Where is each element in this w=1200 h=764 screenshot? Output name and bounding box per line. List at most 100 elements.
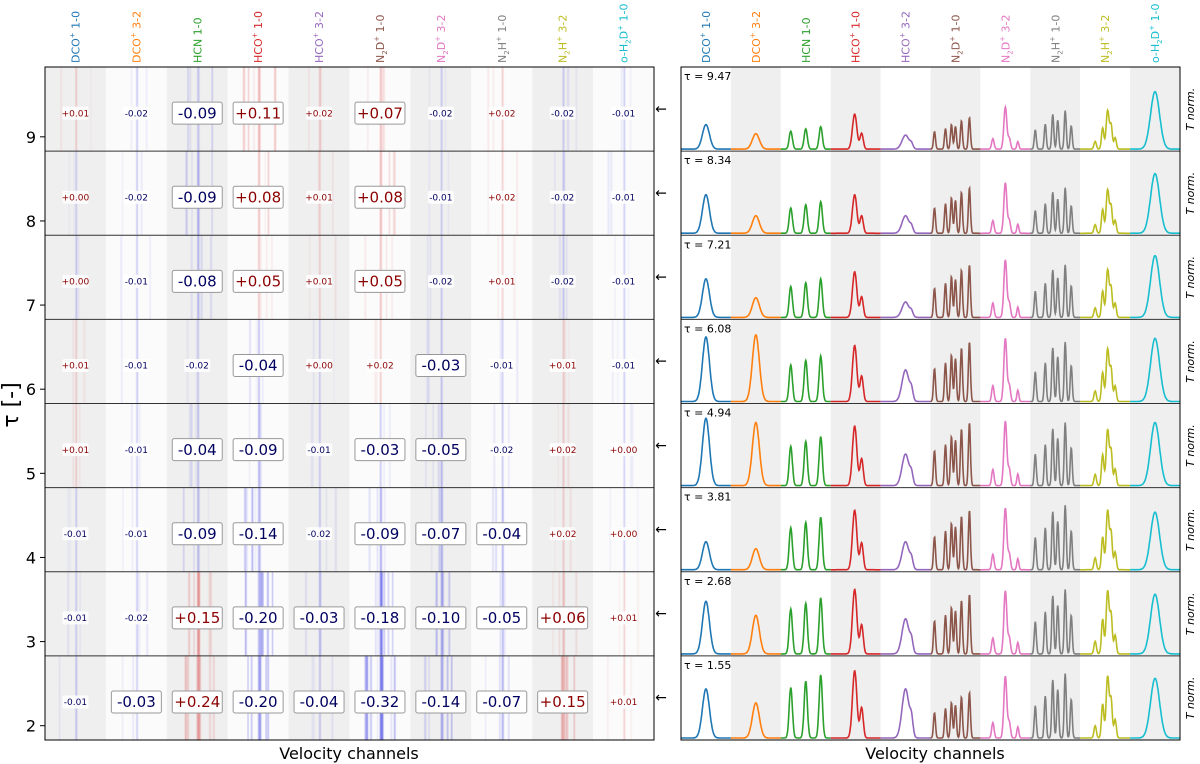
value-box <box>171 185 223 209</box>
value-box <box>610 695 637 709</box>
molecule-header: o-H2D+ 1-0 <box>617 4 633 63</box>
value-box <box>427 106 454 120</box>
attribution-value: +0.02 <box>488 193 516 203</box>
value-box <box>62 190 89 204</box>
value-box <box>171 606 223 630</box>
molecule-header: HCO+ 3-2 <box>899 11 913 63</box>
attribution-value: +0.00 <box>610 530 638 540</box>
value-box <box>476 690 528 714</box>
spectrum-line <box>830 588 881 655</box>
value-box <box>62 274 89 288</box>
value-box <box>62 527 89 541</box>
spectrum-line <box>980 259 1031 319</box>
value-box <box>123 106 150 120</box>
temperature-norm-label: T norm. <box>1184 508 1197 551</box>
attribution-streak <box>609 487 611 572</box>
value-box <box>306 274 333 288</box>
y-tick-label: 4 <box>26 548 36 567</box>
value-box <box>415 690 467 714</box>
value-box <box>488 106 515 120</box>
attribution-value: +0.01 <box>305 278 333 288</box>
attribution-value: -0.04 <box>482 525 521 543</box>
value-box <box>123 527 150 541</box>
temperature-norm-label: T norm. <box>1184 172 1197 215</box>
attribution-value: -0.01 <box>490 362 513 372</box>
value-box <box>354 185 406 209</box>
attribution-value: +0.02 <box>305 109 333 119</box>
molecule-header: HCN 1-0 <box>191 17 204 63</box>
row-arrow: ← <box>655 354 667 370</box>
spectrum-line <box>681 600 731 655</box>
value-box <box>549 527 576 541</box>
value-box <box>293 690 345 714</box>
attribution-value: -0.09 <box>361 525 400 543</box>
value-box <box>610 611 637 625</box>
attribution-value: +0.02 <box>549 446 577 456</box>
row-arrow: ← <box>655 270 667 286</box>
row-arrow: ← <box>655 438 667 454</box>
attribution-value: +0.02 <box>366 362 394 372</box>
spectrum-line <box>930 510 981 571</box>
attribution-value: -0.01 <box>125 446 148 456</box>
attribution-value: -0.04 <box>300 693 339 711</box>
value-box <box>488 190 515 204</box>
value-box <box>549 190 576 204</box>
spectrum-line <box>930 265 981 319</box>
value-box <box>171 690 223 714</box>
spectrum-line <box>1130 421 1180 487</box>
attribution-value: +0.08 <box>357 188 403 206</box>
attribution-streak <box>487 151 489 236</box>
y-tick-label: 5 <box>26 464 36 483</box>
spectrum-line <box>880 617 931 655</box>
attribution-value: +0.11 <box>235 104 281 122</box>
attribution-value: +0.00 <box>62 278 90 288</box>
spectrum-line <box>681 123 731 150</box>
molecule-header: N2H+ 1-0 <box>495 15 511 63</box>
value-box <box>427 190 454 204</box>
value-box <box>306 358 333 372</box>
spectrum-line <box>1130 677 1180 739</box>
attribution-value: -0.04 <box>239 357 278 375</box>
attribution-streak <box>575 67 577 152</box>
attribution-value: -0.02 <box>307 530 330 540</box>
tau-label: τ = 8.34 <box>684 154 731 167</box>
value-box <box>171 269 223 293</box>
attribution-value: -0.07 <box>482 693 521 711</box>
attribution-value: -0.01 <box>125 530 148 540</box>
value-box <box>232 269 284 293</box>
attribution-streak <box>149 235 151 320</box>
value-box <box>306 106 333 120</box>
spectrum-line <box>730 701 781 739</box>
spectrum-line <box>1030 673 1081 739</box>
attribution-value: -0.01 <box>307 446 330 456</box>
value-box <box>354 690 406 714</box>
spectrum-line <box>780 125 831 150</box>
attribution-value: +0.24 <box>174 693 220 711</box>
spectrum-line <box>830 509 881 571</box>
spectrum-line <box>930 342 981 403</box>
tau-label: τ = 2.68 <box>684 575 731 588</box>
value-box <box>476 522 528 546</box>
attribution-value: +0.01 <box>549 362 577 372</box>
spectrum-line <box>830 193 881 235</box>
value-box <box>488 358 515 372</box>
attribution-value: +0.00 <box>62 193 90 203</box>
value-box <box>354 269 406 293</box>
value-box <box>232 101 284 125</box>
value-box <box>123 358 150 372</box>
value-box <box>537 606 589 630</box>
attribution-value: +0.08 <box>235 188 281 206</box>
tau-label: τ = 7.21 <box>684 238 731 251</box>
y-tick-label: 8 <box>26 212 36 231</box>
y-tick-label: 9 <box>26 128 36 147</box>
spectrum-line <box>780 352 831 403</box>
attribution-value: +0.00 <box>610 446 638 456</box>
value-box <box>549 106 576 120</box>
attribution-value: -0.01 <box>64 530 87 540</box>
spectrum-line <box>830 113 881 150</box>
molecule-header: o-H2D+ 1-0 <box>1148 4 1164 63</box>
attribution-streak <box>334 235 337 320</box>
attribution-streak <box>90 67 92 152</box>
spectrum-line <box>730 296 781 319</box>
spectrum-line <box>1130 337 1180 403</box>
